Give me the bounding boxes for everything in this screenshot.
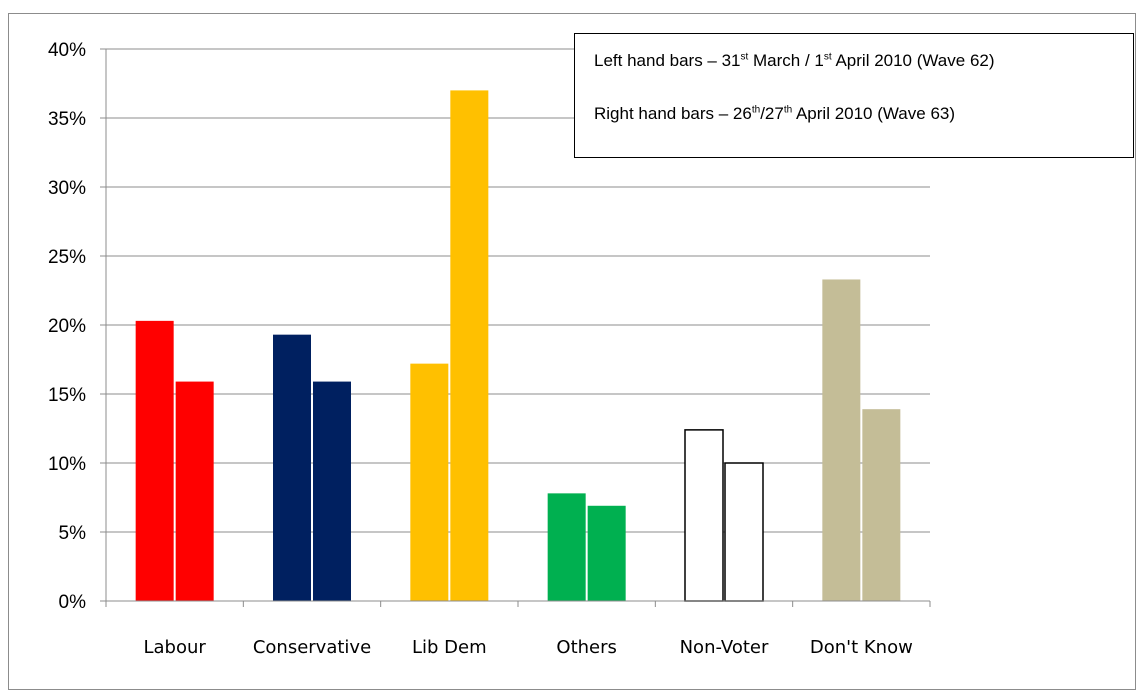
x-category-label: Conservative [253, 637, 371, 658]
bar-others-left [547, 493, 586, 601]
y-tick-label: 30% [48, 178, 86, 199]
y-tick-label: 5% [59, 523, 87, 544]
bar-conservative-right [313, 381, 351, 601]
y-tick-label: 35% [48, 109, 86, 130]
legend-right-bars: Right hand bars – 26th/27th April 2010 (… [594, 104, 956, 123]
y-tick-label: 20% [48, 316, 86, 337]
bar-labour-right [175, 381, 214, 601]
x-category-label: Non-Voter [680, 637, 769, 658]
bar-don-t-know-left [822, 279, 861, 601]
y-tick-label: 25% [48, 247, 86, 268]
y-tick-label: 15% [48, 385, 86, 406]
x-category-label: Labour [144, 637, 207, 658]
x-category-label: Don't Know [810, 637, 913, 658]
bar-labour-left [135, 320, 174, 601]
bar-don-t-know-right [862, 409, 901, 601]
y-tick-label: 10% [48, 454, 86, 475]
bar-non-voter-left [684, 429, 724, 602]
x-category-label: Others [556, 637, 617, 658]
y-tick-label: 0% [59, 592, 87, 613]
x-category-label: Lib Dem [412, 637, 487, 658]
bar-conservative-left [273, 334, 311, 601]
bar-non-voter-right [724, 462, 764, 602]
bar-lib-dem-right [450, 90, 489, 602]
legend-box: Left hand bars – 31st March / 1st April … [574, 33, 1134, 158]
legend-left-bars: Left hand bars – 31st March / 1st April … [594, 51, 995, 70]
bar-others-right [587, 505, 626, 601]
bar-lib-dem-left [410, 363, 449, 601]
y-tick-label: 40% [48, 40, 86, 61]
